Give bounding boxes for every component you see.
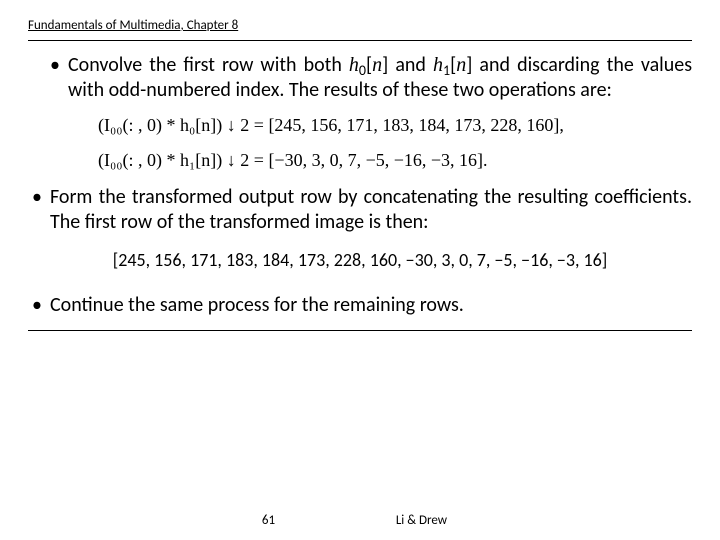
symbol-h0-sub: 0 <box>359 62 366 79</box>
bullet-convolve: •Convolve the first row with both h0[n] … <box>28 53 692 103</box>
symbol-n1: n <box>456 54 466 76</box>
bullet-dot: • <box>32 293 50 318</box>
page-number: 61 <box>209 513 329 528</box>
footer-authors: Li & Drew <box>331 513 511 528</box>
equation-h0: (I₀₀(: , 0) * h₀[n]) ↓ 2 = [245, 156, 17… <box>28 115 692 136</box>
symbol-h1: h <box>433 54 443 76</box>
bullet-dot: • <box>32 185 50 210</box>
equation-h1: (I₀₀(: , 0) * h₁[n]) ↓ 2 = [−30, 3, 0, 7… <box>28 150 692 171</box>
bullet2-text: Form the transformed output row by conca… <box>50 185 692 234</box>
bottom-rule <box>28 330 692 331</box>
bullet-continue: •Continue the same process for the remai… <box>28 293 692 318</box>
bullet-form-row: •Form the transformed output row by conc… <box>28 185 692 235</box>
chapter-header: Fundamentals of Multimedia, Chapter 8 <box>28 18 692 41</box>
transformed-row-vector: [245, 156, 171, 183, 184, 173, 228, 160,… <box>28 249 692 271</box>
slide-footer: 61 Li & Drew <box>0 513 720 528</box>
slide-content: •Convolve the first row with both h0[n] … <box>28 41 692 331</box>
bullet-dot: • <box>50 53 68 78</box>
bullet1-text-mid: and <box>388 53 433 77</box>
bullet3-text: Continue the same process for the remain… <box>50 293 464 317</box>
bullet1-text-pre: Convolve the first row with both <box>68 53 349 77</box>
symbol-h1-sub: 1 <box>443 62 450 79</box>
symbol-h0: h <box>349 54 359 76</box>
symbol-n0: n <box>372 54 382 76</box>
